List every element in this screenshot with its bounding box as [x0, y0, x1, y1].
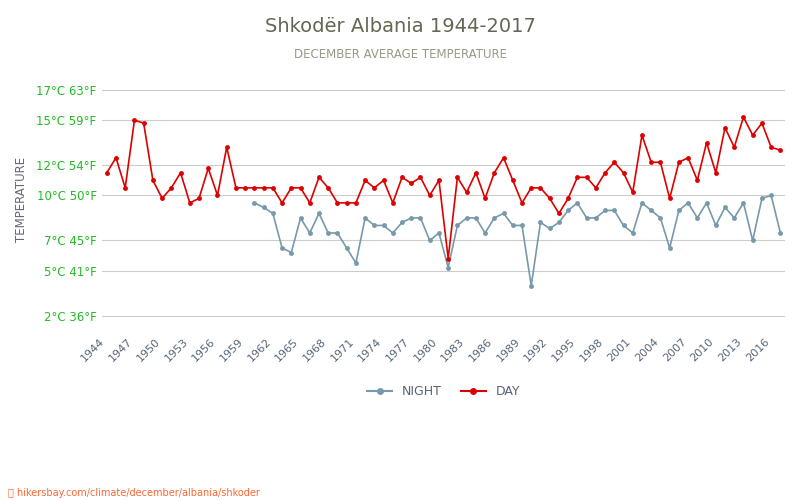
DAY [323, 185, 333, 191]
DAY [102, 170, 111, 176]
NIGHT [646, 208, 656, 214]
DAY [480, 196, 490, 202]
Text: 📍 hikersbay.com/climate/december/albania/shkoder: 📍 hikersbay.com/climate/december/albania… [8, 488, 260, 498]
NIGHT [766, 192, 776, 198]
Y-axis label: TEMPERATURE: TEMPERATURE [15, 156, 28, 242]
DAY [250, 185, 259, 191]
DAY [738, 114, 748, 120]
NIGHT [610, 208, 619, 214]
NIGHT [775, 230, 785, 236]
NIGHT [748, 238, 758, 244]
DAY [490, 170, 499, 176]
Legend: NIGHT, DAY: NIGHT, DAY [362, 380, 525, 404]
Line: DAY: DAY [104, 114, 783, 261]
NIGHT [378, 222, 388, 228]
NIGHT [370, 222, 379, 228]
NIGHT [250, 200, 259, 206]
NIGHT [702, 200, 711, 206]
Line: NIGHT: NIGHT [252, 193, 783, 288]
DAY [240, 185, 250, 191]
Text: Shkodër Albania 1944-2017: Shkodër Albania 1944-2017 [265, 18, 535, 36]
DAY [720, 124, 730, 130]
Text: DECEMBER AVERAGE TEMPERATURE: DECEMBER AVERAGE TEMPERATURE [294, 48, 506, 60]
DAY [443, 256, 453, 262]
DAY [775, 147, 785, 153]
NIGHT [526, 282, 536, 288]
